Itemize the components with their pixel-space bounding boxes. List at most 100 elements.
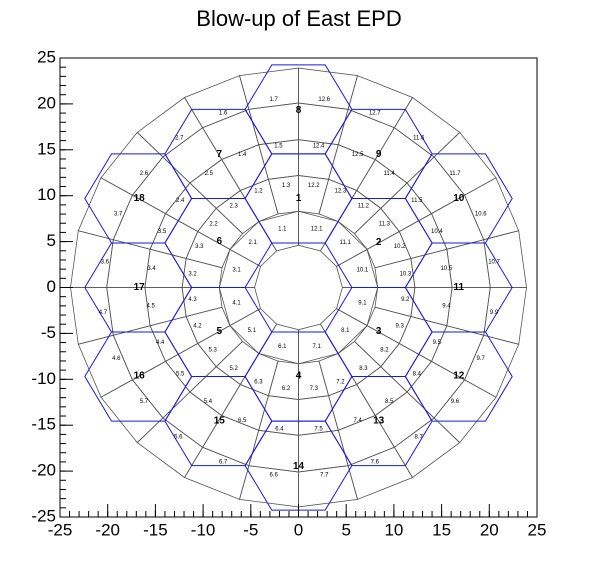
tile-label: 6.2 bbox=[282, 386, 291, 392]
group-label: 15 bbox=[214, 415, 226, 426]
tile-label: 6.3 bbox=[254, 380, 263, 386]
tile-label: 9.6 bbox=[451, 399, 460, 405]
group-label: 13 bbox=[373, 415, 385, 426]
y-tick-label: -20 bbox=[31, 461, 56, 480]
group-label: 16 bbox=[134, 370, 146, 381]
y-tick-label: -25 bbox=[31, 506, 56, 525]
hexagon bbox=[324, 108, 433, 199]
tile-label: 3.1 bbox=[232, 268, 241, 274]
tile-label: 12.3 bbox=[335, 189, 347, 195]
tile-label: 2.6 bbox=[140, 171, 149, 177]
tile-label: 3.6 bbox=[101, 259, 110, 265]
tile-label: 8.4 bbox=[413, 371, 422, 377]
tile-label: 11.2 bbox=[358, 203, 370, 209]
x-tick-label: 15 bbox=[432, 520, 451, 539]
tile-label: 12.5 bbox=[352, 152, 364, 158]
tile-label: 8.1 bbox=[341, 328, 350, 334]
tile-label: 10.6 bbox=[475, 212, 487, 218]
x-tick-label: 10 bbox=[384, 520, 403, 539]
tile-label: 1.4 bbox=[238, 152, 247, 158]
x-tick-label: 20 bbox=[480, 520, 499, 539]
tile-label: 1.1 bbox=[278, 226, 287, 232]
y-tick-label: -5 bbox=[41, 323, 56, 342]
tile-label: 11.1 bbox=[340, 240, 352, 246]
tile-label: 4.2 bbox=[193, 324, 202, 330]
y-tick-label: 20 bbox=[37, 93, 56, 112]
group-label: 18 bbox=[134, 193, 146, 204]
y-tick-label: 10 bbox=[37, 185, 56, 204]
tile-label: 3.7 bbox=[114, 212, 123, 218]
tile-label: 9.5 bbox=[433, 340, 442, 346]
tile-label: 1.6 bbox=[219, 111, 228, 117]
tile-label: 1.2 bbox=[254, 189, 263, 195]
tile-label: 12.4 bbox=[313, 144, 325, 150]
tile-label: 3.3 bbox=[195, 244, 204, 250]
tile-label: 5.7 bbox=[140, 399, 149, 405]
group-label: 11 bbox=[453, 282, 464, 293]
tile-label: 5.5 bbox=[176, 371, 185, 377]
group-label: 9 bbox=[376, 149, 382, 160]
group-label: 10 bbox=[453, 193, 465, 204]
tile-label: 11.6 bbox=[413, 135, 425, 141]
group-label: 8 bbox=[296, 105, 302, 116]
y-tick-label: -15 bbox=[31, 415, 56, 434]
tile-label: 2.4 bbox=[176, 198, 185, 204]
tile-label: 10.7 bbox=[488, 259, 500, 265]
tile-label: 4.4 bbox=[156, 340, 165, 346]
tile-label: 10.5 bbox=[441, 266, 453, 272]
tile-label: 3.5 bbox=[158, 229, 167, 235]
tile-label: 3.4 bbox=[147, 266, 156, 272]
tile-label: 2.7 bbox=[175, 135, 184, 141]
tile-label: 7.4 bbox=[353, 418, 362, 424]
x-tick-label: 25 bbox=[528, 520, 547, 539]
hexagon bbox=[84, 242, 193, 333]
group-label: 4 bbox=[296, 370, 302, 381]
tile-label: 9.4 bbox=[442, 303, 451, 309]
hexagon bbox=[404, 242, 513, 333]
tile-label: 1.3 bbox=[282, 183, 291, 189]
tile-label: 5.3 bbox=[208, 348, 217, 354]
tile-label: 9.7 bbox=[477, 356, 486, 362]
group-label: 14 bbox=[293, 461, 305, 472]
tile-label: 12.2 bbox=[308, 183, 320, 189]
tile-label: 6.5 bbox=[238, 418, 247, 424]
tile-label: 5.6 bbox=[174, 435, 183, 441]
tile-label: 1.7 bbox=[270, 97, 279, 103]
tile-label: 8.5 bbox=[385, 399, 394, 405]
y-tick-label: 15 bbox=[37, 139, 56, 158]
tile-label: 8.3 bbox=[359, 366, 368, 372]
tile-label: 7.1 bbox=[312, 344, 321, 350]
tile-label: 7.5 bbox=[314, 426, 323, 432]
tile-label: 1.5 bbox=[274, 144, 283, 150]
tile-label: 8.7 bbox=[415, 435, 424, 441]
tile-label: 11.7 bbox=[449, 171, 461, 177]
tile-label: 12.7 bbox=[369, 111, 381, 117]
group-label: 12 bbox=[453, 370, 465, 381]
hexagons bbox=[84, 64, 513, 511]
tile-label: 4.7 bbox=[99, 310, 108, 316]
group-label: 3 bbox=[376, 326, 382, 337]
tile bbox=[483, 287, 527, 345]
tile-label: 5.2 bbox=[229, 366, 238, 372]
y-tick-label: 5 bbox=[47, 231, 56, 250]
x-tick-label: 5 bbox=[341, 520, 350, 539]
tile-label: 6.7 bbox=[219, 459, 228, 465]
tile-label: 10.4 bbox=[431, 229, 443, 235]
tile-label: 10.3 bbox=[400, 271, 412, 277]
tile-label: 7.7 bbox=[320, 472, 329, 478]
group-label: 7 bbox=[217, 149, 223, 160]
y-tick-label: 0 bbox=[47, 277, 56, 296]
tile-label: 9.1 bbox=[358, 301, 367, 307]
tile-label: 9.9 bbox=[490, 310, 499, 316]
tile-label: 7.2 bbox=[336, 380, 345, 386]
tile-label: 4.3 bbox=[188, 297, 197, 303]
tile-label: 6.6 bbox=[270, 472, 279, 478]
tile-label: 7.6 bbox=[371, 459, 380, 465]
tile-label: 11.5 bbox=[411, 198, 423, 204]
group-label: 2 bbox=[376, 237, 382, 248]
chart-title: Blow-up of East EPD bbox=[196, 6, 401, 31]
y-tick-label: -10 bbox=[31, 369, 56, 388]
x-tick-label: -10 bbox=[191, 520, 216, 539]
tile-label: 10.2 bbox=[394, 244, 406, 250]
